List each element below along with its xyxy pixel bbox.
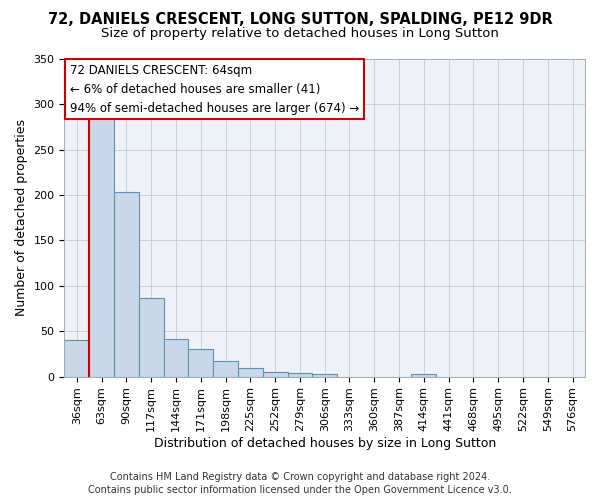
X-axis label: Distribution of detached houses by size in Long Sutton: Distribution of detached houses by size … (154, 437, 496, 450)
Bar (213, 361, 238, 376)
Bar (89, 114, 114, 376)
Bar (412, 374, 436, 376)
Bar (313, 374, 337, 376)
Bar (188, 350, 213, 376)
Bar (139, 298, 164, 376)
Bar (164, 340, 188, 376)
Text: Contains HM Land Registry data © Crown copyright and database right 2024.
Contai: Contains HM Land Registry data © Crown c… (88, 472, 512, 495)
Text: 72 DANIELS CRESCENT: 64sqm
← 6% of detached houses are smaller (41)
94% of semi-: 72 DANIELS CRESCENT: 64sqm ← 6% of detac… (70, 64, 359, 115)
Bar (64, 340, 89, 376)
Text: Size of property relative to detached houses in Long Sutton: Size of property relative to detached ho… (101, 28, 499, 40)
Bar (263, 372, 287, 376)
Text: 72, DANIELS CRESCENT, LONG SUTTON, SPALDING, PE12 9DR: 72, DANIELS CRESCENT, LONG SUTTON, SPALD… (47, 12, 553, 28)
Bar (238, 368, 263, 376)
Bar (114, 192, 139, 376)
Y-axis label: Number of detached properties: Number of detached properties (15, 120, 28, 316)
Bar (287, 373, 313, 376)
